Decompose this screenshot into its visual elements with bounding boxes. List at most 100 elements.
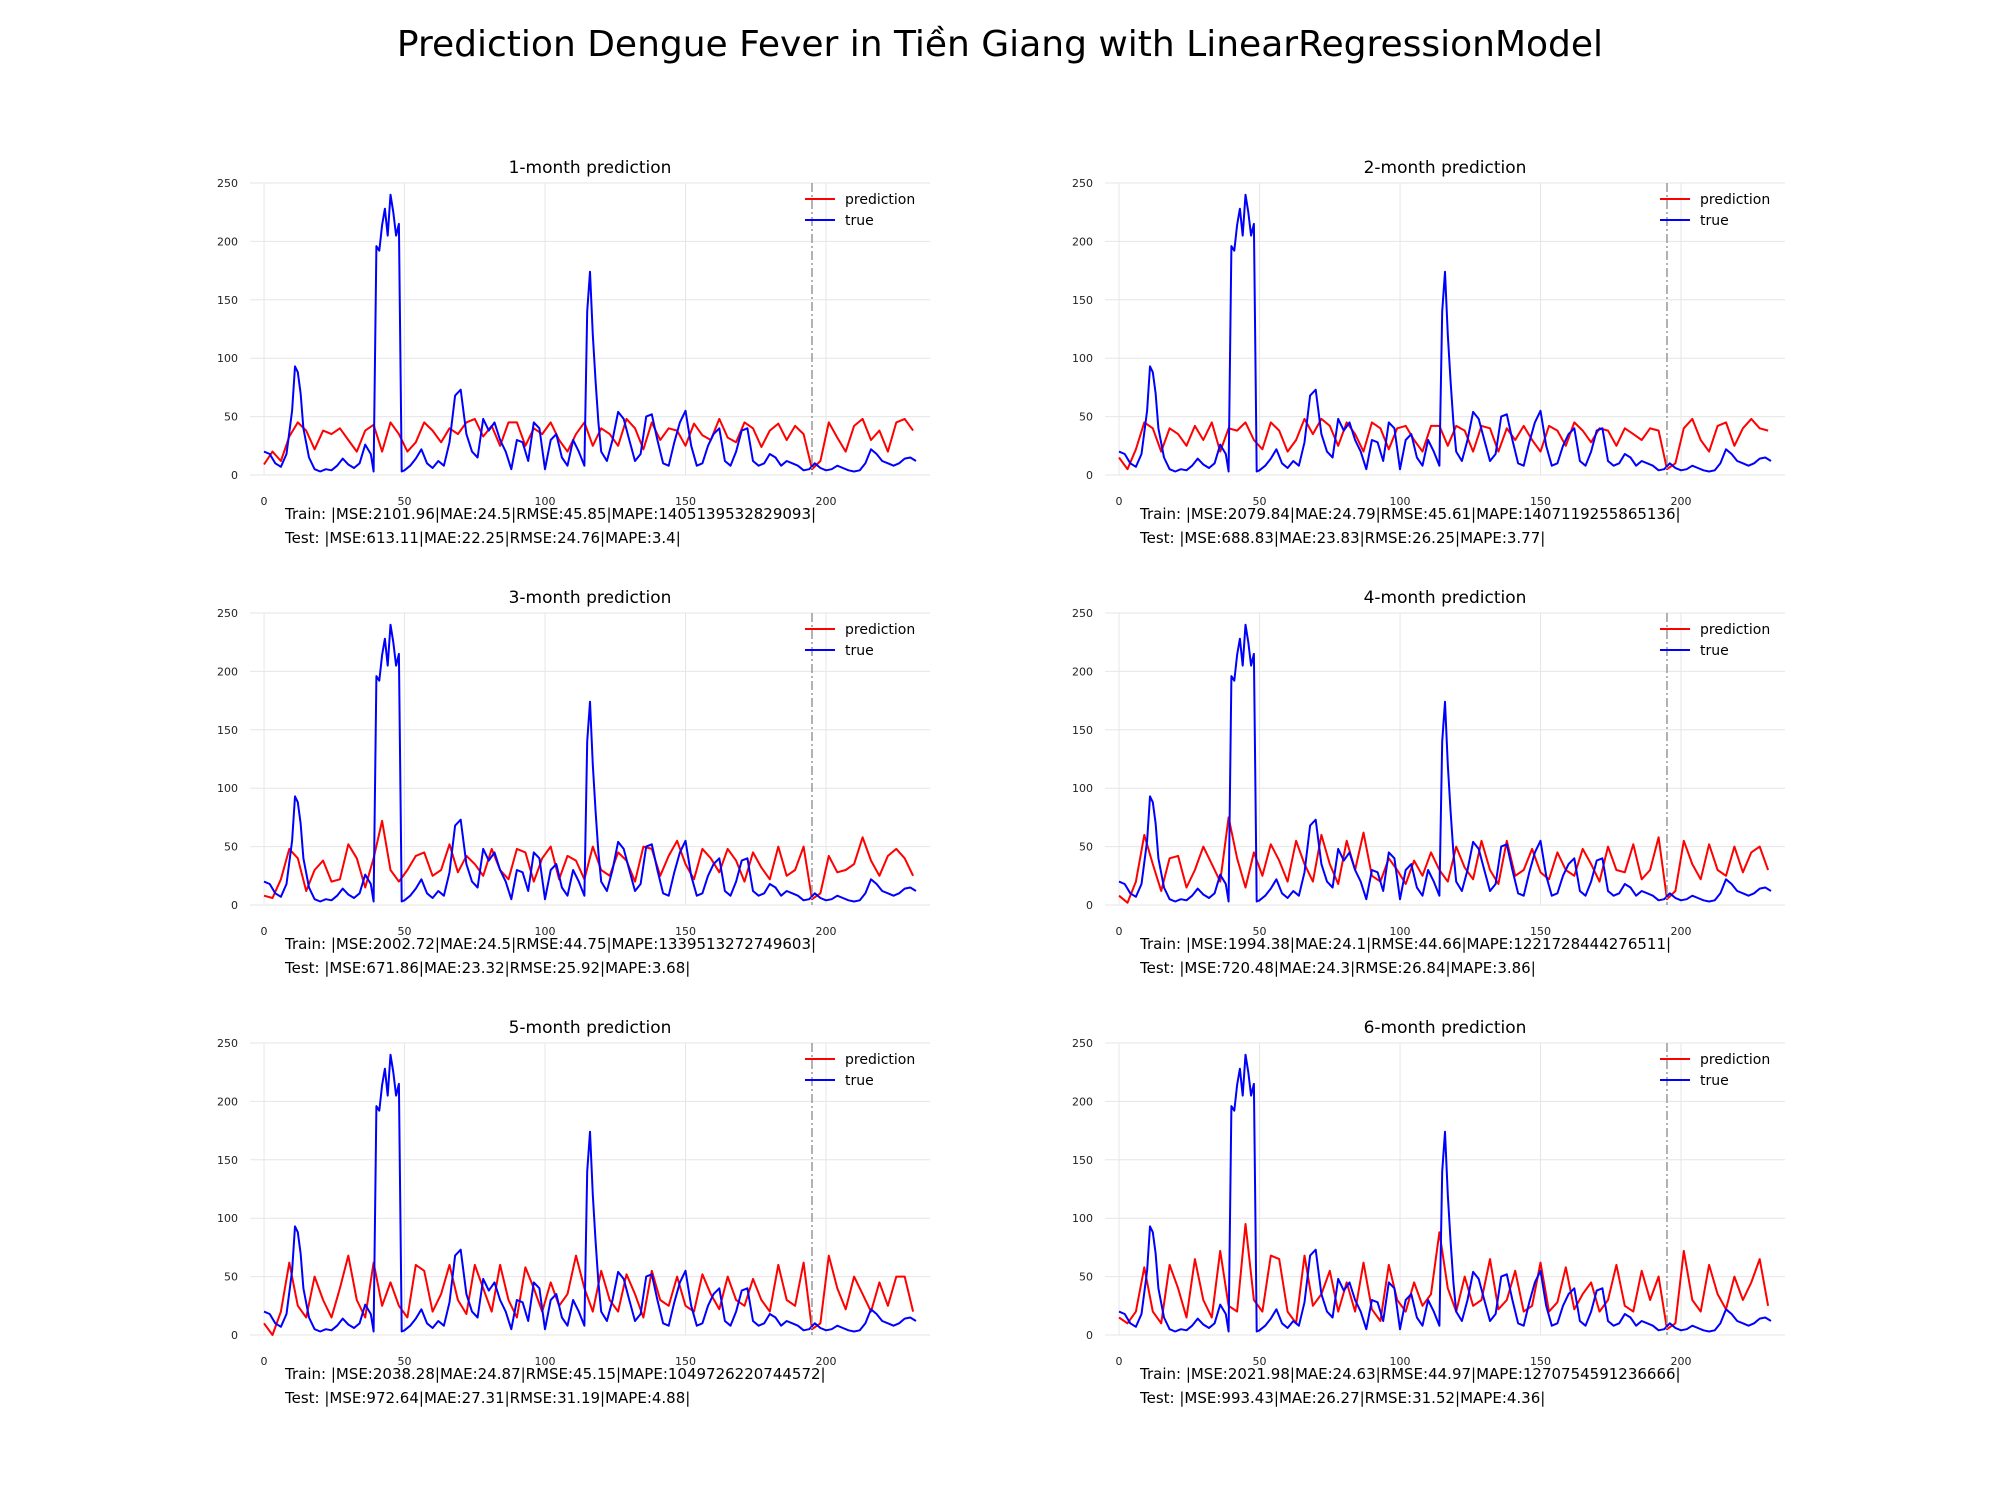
y-tick-label: 150 (217, 294, 238, 307)
test-metrics: Test: |MSE:688.83|MAE:23.83|RMSE:26.25|M… (1140, 529, 1546, 547)
x-tick-label: 150 (675, 495, 696, 508)
x-tick-label: 150 (1530, 925, 1551, 938)
chart-panel-2: 0 50 100 150 200 250 0 50 100 150 200 2-month predi… (1050, 150, 1820, 550)
chart-panel-1: 0 50 100 150 200 250 0 50 100 150 200 1-month predi… (195, 150, 965, 550)
x-tick-label: 200 (816, 495, 837, 508)
x-tick-label: 150 (1530, 1355, 1551, 1368)
chart-panel-6: 0 50 100 150 200 250 0 50 100 150 200 6-month predi… (1050, 1010, 1820, 1410)
legend-label-true: true (845, 1073, 874, 1089)
test-metrics: Test: |MSE:720.48|MAE:24.3|RMSE:26.84|MA… (1140, 959, 1536, 977)
train-metrics: Train: |MSE:2079.84|MAE:24.79|RMSE:45.61… (1140, 505, 1681, 523)
series-line-prediction (263, 819, 915, 901)
series-line-true (1118, 623, 1772, 903)
series-line-true (263, 1053, 917, 1333)
series-line-prediction (1118, 816, 1770, 904)
subplot-title: 1-month prediction (509, 158, 672, 178)
y-tick-label: 0 (231, 469, 238, 482)
x-tick-label: 0 (261, 495, 268, 508)
y-tick-label: 100 (1072, 352, 1093, 365)
y-tick-label: 200 (1072, 665, 1093, 678)
chart-panel-4: 0 50 100 150 200 250 0 50 100 150 200 4-month predi… (1050, 580, 1820, 980)
x-tick-label: 100 (1390, 495, 1411, 508)
x-tick-label: 0 (1116, 925, 1123, 938)
chart-plot-2: 0 50 100 150 200 250 0 50 100 150 200 2-month predi… (1072, 158, 1785, 508)
series-line-prediction (1118, 417, 1769, 471)
subplot-title: 4-month prediction (1364, 588, 1527, 608)
x-tick-label: 50 (398, 495, 412, 508)
subplot-title: 5-month prediction (509, 1018, 672, 1038)
chart-plot-5: 0 50 100 150 200 250 0 50 100 150 200 5-month predi… (217, 1018, 930, 1368)
train-metrics: Train: |MSE:2101.96|MAE:24.5|RMSE:45.85|… (285, 505, 817, 523)
x-tick-label: 150 (675, 925, 696, 938)
test-metrics: Test: |MSE:671.86|MAE:23.32|RMSE:25.92|M… (285, 959, 691, 977)
y-tick-label: 200 (1072, 235, 1093, 248)
series-line-true (263, 193, 917, 473)
chart-plot-4: 0 50 100 150 200 250 0 50 100 150 200 4-month predi… (1072, 588, 1785, 938)
x-tick-label: 50 (1253, 1355, 1267, 1368)
y-tick-label: 200 (217, 235, 238, 248)
y-tick-label: 150 (1072, 294, 1093, 307)
test-metrics: Test: |MSE:972.64|MAE:27.31|RMSE:31.19|M… (285, 1389, 691, 1407)
y-tick-label: 50 (224, 411, 238, 424)
y-tick-label: 0 (231, 1329, 238, 1342)
y-tick-label: 200 (217, 665, 238, 678)
chart-plot-6: 0 50 100 150 200 250 0 50 100 150 200 6-month predi… (1072, 1018, 1785, 1368)
x-tick-label: 100 (1390, 925, 1411, 938)
chart-panel-5: 0 50 100 150 200 250 0 50 100 150 200 5-month predi… (195, 1010, 965, 1410)
legend-label-true: true (845, 213, 874, 229)
y-tick-label: 250 (217, 1037, 238, 1050)
x-tick-label: 100 (535, 925, 556, 938)
y-tick-label: 0 (231, 899, 238, 912)
y-tick-label: 100 (217, 1212, 238, 1225)
test-metrics: Test: |MSE:613.11|MAE:22.25|RMSE:24.76|M… (285, 529, 681, 547)
chart-panel-3: 0 50 100 150 200 250 0 50 100 150 200 3-month predi… (195, 580, 965, 980)
x-tick-label: 50 (398, 925, 412, 938)
x-tick-label: 150 (1530, 495, 1551, 508)
y-tick-label: 200 (1072, 1095, 1093, 1108)
legend-label-true: true (845, 643, 874, 659)
chart-plot-3: 0 50 100 150 200 250 0 50 100 150 200 3-month predi… (217, 588, 930, 938)
x-tick-label: 100 (535, 1355, 556, 1368)
x-tick-label: 50 (1253, 925, 1267, 938)
x-tick-label: 200 (1671, 1355, 1692, 1368)
legend-label-true: true (1700, 1073, 1729, 1089)
y-tick-label: 150 (1072, 1154, 1093, 1167)
legend-label-prediction: prediction (845, 192, 915, 208)
y-tick-label: 250 (217, 607, 238, 620)
y-tick-label: 50 (224, 841, 238, 854)
x-tick-label: 100 (1390, 1355, 1411, 1368)
x-tick-label: 150 (675, 1355, 696, 1368)
x-tick-label: 100 (535, 495, 556, 508)
chart-plot-1: 0 50 100 150 200 250 0 50 100 150 200 1-month predi… (217, 158, 930, 508)
figure-title: Prediction Dengue Fever in Tiền Giang wi… (396, 24, 1604, 65)
y-tick-label: 0 (1086, 1329, 1093, 1342)
x-tick-label: 0 (1116, 495, 1123, 508)
y-tick-label: 50 (224, 1271, 238, 1284)
series-line-true (1118, 1053, 1772, 1333)
y-tick-label: 100 (217, 782, 238, 795)
y-tick-label: 150 (1072, 724, 1093, 737)
y-tick-label: 50 (1079, 841, 1093, 854)
y-tick-label: 100 (1072, 782, 1093, 795)
x-tick-label: 200 (816, 1355, 837, 1368)
x-tick-label: 50 (1253, 495, 1267, 508)
test-metrics: Test: |MSE:993.43|MAE:26.27|RMSE:31.52|M… (1140, 1389, 1546, 1407)
y-tick-label: 50 (1079, 411, 1093, 424)
subplot-title: 6-month prediction (1364, 1018, 1527, 1038)
y-tick-label: 250 (1072, 607, 1093, 620)
x-tick-label: 200 (816, 925, 837, 938)
train-metrics: Train: |MSE:2021.98|MAE:24.63|RMSE:44.97… (1140, 1365, 1681, 1383)
y-tick-label: 100 (217, 352, 238, 365)
y-tick-label: 250 (217, 177, 238, 190)
x-tick-label: 0 (1116, 1355, 1123, 1368)
train-metrics: Train: |MSE:1994.38|MAE:24.1|RMSE:44.66|… (1140, 935, 1672, 953)
series-line-prediction (1118, 1223, 1770, 1331)
y-tick-label: 150 (217, 1154, 238, 1167)
x-tick-label: 0 (261, 1355, 268, 1368)
y-tick-label: 150 (217, 724, 238, 737)
x-tick-label: 0 (261, 925, 268, 938)
subplot-title: 3-month prediction (509, 588, 672, 608)
y-tick-label: 200 (217, 1095, 238, 1108)
y-tick-label: 0 (1086, 469, 1093, 482)
legend-label-prediction: prediction (1700, 1052, 1770, 1068)
